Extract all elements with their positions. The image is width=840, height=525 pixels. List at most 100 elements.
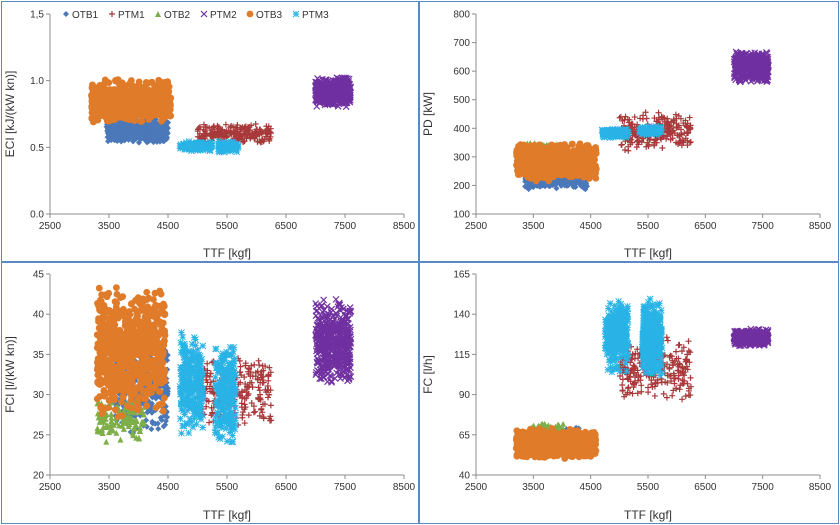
x-tick-label: 2500 — [39, 221, 62, 232]
point-otb3 — [161, 84, 169, 91]
y-tick-label: 1,5 — [30, 10, 44, 21]
point-ptm3 — [227, 138, 235, 146]
point-ptm2 — [342, 99, 350, 107]
point-ptm1 — [252, 120, 259, 127]
point-otb3 — [576, 140, 584, 148]
x-tick-label: 3500 — [98, 482, 121, 493]
x-tick-label: 7500 — [752, 221, 775, 232]
series-ptm2 — [730, 48, 772, 86]
point-ptm3 — [609, 128, 617, 135]
x-axis-label: TTF [kgf] — [624, 246, 672, 260]
point-ptm2 — [346, 89, 354, 97]
point-ptm1 — [207, 130, 214, 137]
point-ptm3 — [204, 141, 212, 148]
point-otb3 — [540, 144, 548, 152]
point-otb3 — [592, 150, 600, 157]
x-axis-label: TTF [kgf] — [203, 246, 251, 260]
point-otb3 — [142, 78, 150, 86]
point-otb3 — [114, 89, 122, 97]
point-otb3 — [92, 114, 100, 121]
point-ptm3 — [194, 140, 202, 148]
point-ptm1 — [210, 123, 217, 130]
point-otb3 — [124, 92, 131, 100]
point-ptm1 — [202, 124, 209, 131]
point-ptm1 — [237, 124, 244, 131]
point-ptm3 — [215, 147, 223, 155]
point-otb1 — [118, 138, 125, 145]
point-ptm1 — [253, 129, 260, 136]
point-otb3 — [139, 108, 147, 116]
point-ptm2 — [334, 91, 342, 99]
point-ptm3 — [189, 144, 197, 152]
point-ptm1 — [200, 132, 207, 139]
point-ptm1 — [232, 127, 239, 134]
point-ptm3 — [220, 138, 228, 146]
point-otb1 — [151, 136, 158, 143]
y-tick-label: 400 — [453, 124, 470, 135]
point-otb3 — [93, 87, 101, 95]
y-tick-label: 600 — [453, 67, 470, 78]
point-ptm1 — [214, 133, 221, 140]
point-ptm3 — [219, 144, 227, 152]
point-ptm3 — [603, 131, 611, 138]
point-ptm1 — [247, 135, 254, 142]
point-otb1 — [137, 136, 144, 143]
y-tick-label: 40 — [33, 310, 45, 321]
point-ptm2 — [312, 82, 320, 90]
point-ptm2 — [313, 80, 321, 87]
point-ptm3 — [217, 143, 224, 151]
point-otb3 — [553, 155, 561, 163]
point-otb3 — [592, 174, 600, 182]
y-tick-label: 700 — [453, 38, 470, 49]
y-tick-label: 45 — [33, 270, 45, 281]
point-ptm3 — [228, 141, 236, 149]
point-otb3 — [166, 97, 174, 105]
point-ptm3 — [226, 144, 234, 152]
point-otb3 — [167, 112, 175, 120]
point-otb3 — [100, 87, 108, 95]
point-otb3 — [155, 100, 163, 107]
point-ptm2 — [324, 86, 332, 94]
point-ptm2 — [328, 79, 335, 87]
point-ptm3 — [206, 146, 214, 154]
y-tick-label: 25 — [33, 430, 45, 441]
point-ptm1 — [194, 128, 201, 135]
series-otb3 — [513, 140, 600, 185]
y-tick-label: 35 — [33, 350, 45, 361]
point-ptm2 — [314, 98, 321, 106]
point-otb3 — [548, 164, 555, 172]
point-otb1 — [152, 130, 159, 137]
point-otb3 — [138, 89, 146, 97]
x-tick-label: 7500 — [334, 482, 357, 493]
point-ptm2 — [324, 92, 332, 100]
y-tick-label: 800 — [453, 10, 470, 21]
point-otb1 — [148, 126, 155, 133]
x-tick-label: 2500 — [465, 221, 488, 232]
point-otb1 — [108, 137, 115, 144]
point-otb3 — [129, 109, 137, 117]
point-ptm1 — [251, 134, 258, 141]
x-tick-label: 3500 — [522, 221, 545, 232]
point-ptm1 — [222, 121, 229, 128]
point-otb3 — [532, 177, 540, 185]
point-ptm2 — [314, 74, 321, 82]
point-ptm1 — [238, 133, 245, 140]
point-otb3 — [558, 171, 566, 179]
point-ptm3 — [186, 141, 194, 149]
point-ptm1 — [196, 134, 203, 141]
point-otb3 — [517, 148, 524, 156]
point-ptm1 — [259, 129, 266, 136]
y-tick-label: 20 — [33, 471, 45, 482]
point-otb3 — [584, 162, 592, 170]
point-ptm1 — [213, 131, 220, 138]
point-ptm3 — [198, 140, 205, 148]
point-otb3 — [569, 173, 576, 181]
series-ptm1 — [194, 120, 275, 147]
point-ptm2 — [327, 85, 335, 93]
point-ptm3 — [207, 141, 215, 149]
y-tick-label: 200 — [453, 181, 470, 192]
point-otb1 — [163, 128, 170, 135]
y-tick-label: 100 — [453, 210, 470, 221]
